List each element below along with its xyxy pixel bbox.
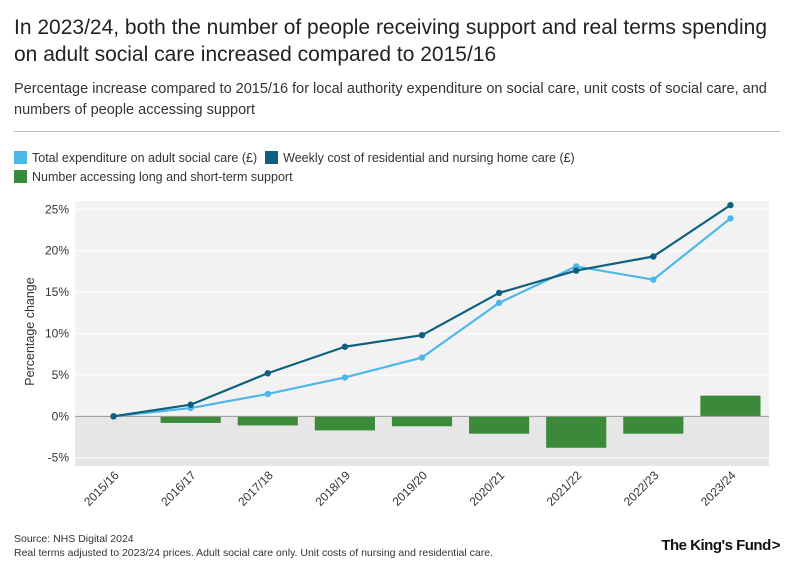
logo-chevron: > — [771, 537, 781, 554]
y-tick-label: -5% — [48, 451, 70, 465]
x-tick-label: 2022/23 — [621, 468, 662, 509]
bar-number-accessing — [546, 416, 607, 448]
x-tick-label: 2017/18 — [235, 468, 276, 509]
point-weekly-cost — [341, 343, 349, 350]
adjustment-note: Real terms adjusted to 2023/24 prices. A… — [14, 547, 493, 559]
point-total-expenditure — [650, 276, 657, 283]
y-tick-label: 0% — [52, 409, 70, 423]
point-weekly-cost — [573, 267, 580, 274]
point-total-expenditure — [264, 390, 271, 398]
bar-number-accessing — [623, 416, 684, 434]
y-tick-label: 15% — [45, 285, 69, 299]
point-weekly-cost — [495, 289, 503, 297]
legend-label-total-expenditure: Total expenditure on adult social care (… — [32, 150, 258, 165]
legend-label-number-accessing: Number accessing long and short-term sup… — [32, 169, 293, 184]
legend-swatch-number-accessing — [14, 170, 27, 183]
point-total-expenditure — [341, 374, 349, 381]
point-weekly-cost — [187, 401, 194, 408]
bar-number-accessing — [391, 416, 453, 427]
bar-number-accessing — [160, 416, 221, 423]
divider — [14, 131, 780, 132]
x-tick-label: 2023/24 — [698, 468, 739, 509]
point-total-expenditure — [418, 354, 426, 361]
footer: Source: NHS Digital 2024 Real terms adju… — [14, 532, 493, 560]
point-weekly-cost — [727, 201, 734, 209]
y-tick-label: 10% — [45, 327, 69, 341]
bar-number-accessing — [314, 416, 375, 431]
chart-subtitle: Percentage increase compared to 2015/16 … — [14, 81, 767, 118]
y-tick-label: 20% — [45, 244, 69, 258]
x-tick-label: 2018/19 — [312, 468, 353, 509]
legend-item-total-expenditure: Total expenditure on adult social care (… — [14, 151, 257, 165]
legend: Total expenditure on adult social care (… — [14, 148, 784, 186]
point-total-expenditure — [727, 215, 734, 222]
bar-number-accessing — [237, 416, 298, 426]
legend-item-number-accessing: Number accessing long and short-term sup… — [14, 170, 293, 184]
x-tick-label: 2016/17 — [158, 468, 199, 509]
legend-label-weekly-cost: Weekly cost of residential and nursing h… — [283, 150, 575, 165]
chart-title: In 2023/24, both the number of people re… — [14, 16, 767, 66]
y-tick-label: 25% — [45, 202, 69, 216]
kings-fund-logo[interactable]: The King's Fund> — [661, 537, 780, 554]
source-note: Source: NHS Digital 2024 — [14, 533, 134, 545]
x-tick-label: 2019/20 — [390, 468, 431, 509]
y-axis-label: Percentage change — [23, 277, 37, 385]
x-tick-label: 2015/16 — [81, 468, 122, 509]
legend-swatch-weekly-cost — [265, 151, 279, 164]
point-weekly-cost — [650, 253, 657, 260]
point-total-expenditure — [495, 299, 503, 307]
plot-background-positive — [75, 201, 769, 417]
x-tick-label: 2021/22 — [544, 468, 585, 509]
point-weekly-cost — [418, 331, 426, 339]
legend-item-weekly-cost: Weekly cost of residential and nursing h… — [265, 151, 575, 165]
x-tick-label: 2020/21 — [467, 468, 508, 509]
point-weekly-cost — [110, 413, 117, 420]
point-weekly-cost — [264, 370, 271, 377]
bar-number-accessing — [700, 395, 761, 417]
bar-number-accessing — [469, 416, 530, 434]
y-tick-label: 5% — [52, 368, 70, 382]
legend-swatch-total-expenditure — [14, 151, 27, 164]
chart-area: -5% 0% 5% 10% 15% 20% 25% Percentage change 2015… — [23, 201, 769, 509]
logo-text: The King's Fund — [661, 537, 771, 554]
